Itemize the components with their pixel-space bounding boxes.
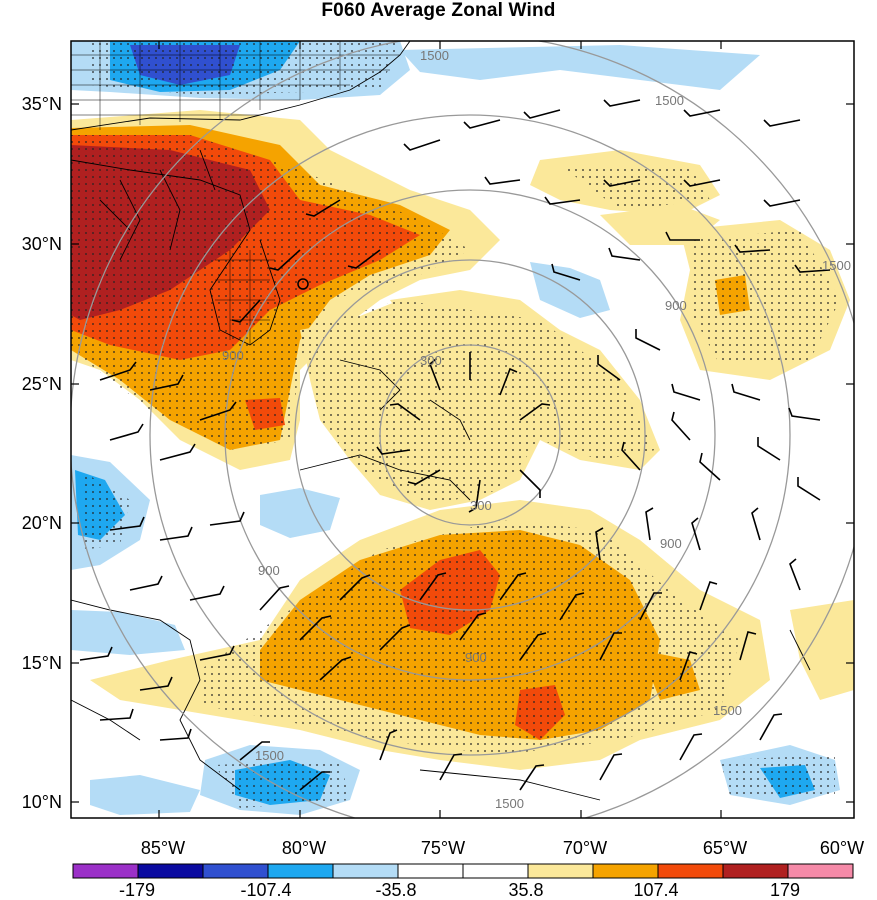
lon-label: 75°W <box>421 838 465 858</box>
colorbar-swatch <box>787 863 854 879</box>
storm-center-marker <box>297 278 309 290</box>
county-lines <box>71 41 400 345</box>
lat-label: 35°N <box>22 94 62 114</box>
lat-label: 30°N <box>22 234 62 254</box>
lon-label: 70°W <box>563 838 607 858</box>
contour-label: 900 <box>258 563 280 578</box>
colorbar-swatch <box>527 863 594 879</box>
contour-label: 900 <box>222 348 244 363</box>
lat-label: 20°N <box>22 513 62 533</box>
contour-label: 300 <box>470 498 492 513</box>
lat-label: 25°N <box>22 374 62 394</box>
lon-label: 60°W <box>820 838 864 858</box>
colorbar-swatch <box>332 863 399 879</box>
lon-label: 65°W <box>703 838 747 858</box>
colorbar-label: -107.4 <box>240 880 291 900</box>
colorbar-swatch <box>267 863 334 879</box>
colorbar-label: 35.8 <box>508 880 543 900</box>
contour-labels: 300 300 900 900 900 900 900 1500 1500 15… <box>222 48 851 811</box>
colorbar-label: 179 <box>770 880 800 900</box>
colorbar-label: -35.8 <box>375 880 416 900</box>
map-panel: 300 300 900 900 900 900 900 1500 1500 15… <box>71 41 854 818</box>
colorbar-swatch <box>722 863 789 879</box>
coastlines <box>71 41 811 801</box>
colorbar-label: -179 <box>119 880 155 900</box>
colorbar-swatch <box>202 863 269 879</box>
lat-label: 10°N <box>22 792 62 812</box>
colorbar-swatch <box>592 863 659 879</box>
colorbar-label: 107.4 <box>633 880 678 900</box>
contour-label: 1500 <box>255 748 284 763</box>
contour-label: 1500 <box>713 703 742 718</box>
colorbar-swatch <box>657 863 724 879</box>
contour-label: 900 <box>660 536 682 551</box>
colorbar-labels: -179 -107.4 -35.8 35.8 107.4 179 <box>119 880 800 900</box>
lon-label: 85°W <box>141 838 185 858</box>
contour-label: 1500 <box>495 796 524 811</box>
lat-label: 15°N <box>22 653 62 673</box>
contour-label: 1500 <box>420 48 449 63</box>
contour-label: 1500 <box>655 93 684 108</box>
height-contours <box>71 41 854 818</box>
contour-label: 1500 <box>822 258 851 273</box>
significance-stippling <box>71 41 840 808</box>
colorbar-swatch <box>397 863 464 879</box>
colorbar-swatch <box>72 863 139 879</box>
contour-label: 900 <box>465 650 487 665</box>
longitude-axis: 85°W 80°W 75°W 70°W 65°W 60°W <box>141 41 864 858</box>
contour-label: 900 <box>665 298 687 313</box>
map-border <box>70 40 855 819</box>
plot-title: F060 Average Zonal Wind <box>321 0 556 21</box>
colorbar <box>72 863 854 879</box>
colorbar-swatch <box>462 863 529 879</box>
wind-barbs <box>79 99 831 791</box>
latitude-axis: 35°N 30°N 25°N 20°N 15°N 10°N <box>22 94 854 812</box>
contour-label: 300 <box>420 353 442 368</box>
lon-label: 80°W <box>282 838 326 858</box>
colorbar-swatch <box>137 863 204 879</box>
